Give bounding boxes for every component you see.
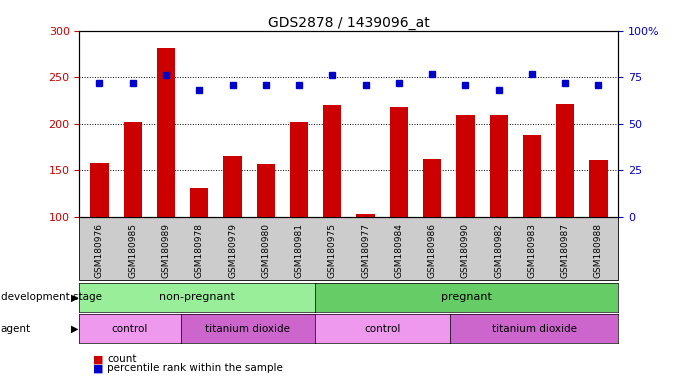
Title: GDS2878 / 1439096_at: GDS2878 / 1439096_at <box>268 16 430 30</box>
Bar <box>423 159 442 217</box>
Bar <box>290 122 308 217</box>
Text: control: control <box>112 324 148 334</box>
Bar <box>589 160 607 217</box>
Bar <box>190 188 209 217</box>
Text: non-pregnant: non-pregnant <box>160 292 236 303</box>
Bar <box>489 116 508 217</box>
Bar <box>556 104 574 217</box>
Text: agent: agent <box>1 324 31 334</box>
Bar <box>157 48 175 217</box>
Text: percentile rank within the sample: percentile rank within the sample <box>107 363 283 373</box>
Text: pregnant: pregnant <box>442 292 492 303</box>
Bar <box>523 135 541 217</box>
Text: ▶: ▶ <box>71 324 78 334</box>
Text: control: control <box>364 324 401 334</box>
Bar <box>256 164 275 217</box>
Bar <box>223 156 242 217</box>
Text: titanium dioxide: titanium dioxide <box>205 324 290 334</box>
Bar <box>357 214 375 217</box>
Bar <box>124 122 142 217</box>
Text: ▶: ▶ <box>71 292 78 303</box>
Text: count: count <box>107 354 137 364</box>
Bar <box>456 114 475 217</box>
Text: ■: ■ <box>93 363 104 373</box>
Bar <box>91 163 108 217</box>
Text: development stage: development stage <box>1 292 102 303</box>
Text: titanium dioxide: titanium dioxide <box>492 324 577 334</box>
Bar <box>323 105 341 217</box>
Text: ■: ■ <box>93 354 104 364</box>
Bar <box>390 107 408 217</box>
